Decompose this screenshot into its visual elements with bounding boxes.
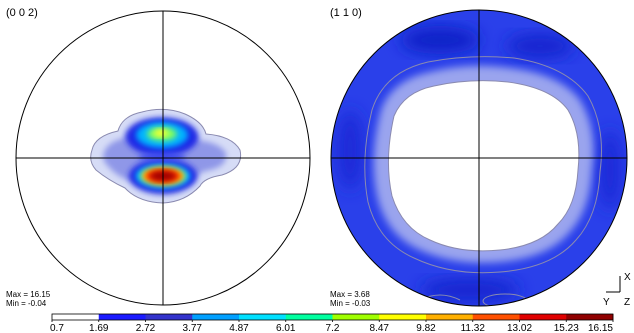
axis-x-label: X xyxy=(624,272,631,283)
colorbar-cell xyxy=(519,314,567,320)
lobe-gap xyxy=(138,153,186,161)
colorbar-cell xyxy=(52,314,100,320)
ring-patch-4 xyxy=(598,130,622,210)
pole-figure-110-min: Min = -0.03 xyxy=(330,299,371,308)
pole-figure-110-title: (1 1 0) xyxy=(330,7,362,19)
colorbar-tick-label: 9.82 xyxy=(416,323,436,333)
colorbar-cell xyxy=(379,314,427,320)
pole-figure-002-intensity xyxy=(90,108,242,204)
colorbar-cell xyxy=(566,314,614,320)
colorbar-tick-label: 16.15 xyxy=(588,323,613,333)
axis-z-label: Z xyxy=(624,297,630,308)
sample-axes-legend: X Y Z xyxy=(603,272,631,308)
colorbar-cell xyxy=(145,314,193,320)
ring-core xyxy=(387,80,580,252)
ring-patch-5 xyxy=(420,278,520,302)
axis-y-label: Y xyxy=(603,297,610,308)
pole-figure-110: (1 1 0) Max = 3.68 Min = -0.03 xyxy=(330,7,628,308)
colorbar-tick-label: 1.69 xyxy=(89,323,109,333)
pole-figure-002-min: Min = -0.04 xyxy=(6,299,47,308)
colorbar-cell xyxy=(192,314,240,320)
colorbar-cell xyxy=(332,314,380,320)
colorbar-tick-label: 4.87 xyxy=(229,323,249,333)
colorbar-tick-label: 0.7 xyxy=(50,323,64,333)
colorbar-cells xyxy=(52,314,614,320)
colorbar-tick-label: 6.01 xyxy=(276,323,296,333)
ring-patch-1 xyxy=(400,26,480,54)
colorbar-cell xyxy=(285,314,333,320)
colorbar: 0.7 1.69 2.72 3.77 4.87 6.01 7.2 8.47 9.82 11.32 1… xyxy=(50,313,614,333)
colorbar-ticks: 0.7 1.69 2.72 3.77 4.87 6.01 7.2 8.47 9.82 11.32 1… xyxy=(50,320,613,333)
colorbar-tick-label: 8.47 xyxy=(370,323,390,333)
colorbar-tick-label: 15.23 xyxy=(554,323,579,333)
colorbar-tick-label: 3.77 xyxy=(183,323,203,333)
colorbar-tick-label: 13.02 xyxy=(507,323,532,333)
colorbar-cell xyxy=(98,314,146,320)
colorbar-tick-label: 7.2 xyxy=(326,323,340,333)
pole-figure-002-max: Max = 16.15 xyxy=(6,290,51,299)
pole-figure-002: (0 0 2) Max = 16.15 Min = -0.04 xyxy=(6,7,311,308)
colorbar-tick-label: 2.72 xyxy=(136,323,156,333)
ring-patch-2 xyxy=(506,33,574,59)
colorbar-cell xyxy=(239,314,287,320)
colorbar-tick-label: 11.32 xyxy=(461,323,486,333)
pole-figure-110-max: Max = 3.68 xyxy=(330,290,370,299)
colorbar-cell xyxy=(426,314,474,320)
pole-figure-002-title: (0 0 2) xyxy=(6,7,38,19)
lobe-upper-peak xyxy=(154,129,168,137)
ring-contour xyxy=(364,56,602,274)
colorbar-cell xyxy=(472,314,520,320)
ring-patch-3 xyxy=(336,110,364,190)
